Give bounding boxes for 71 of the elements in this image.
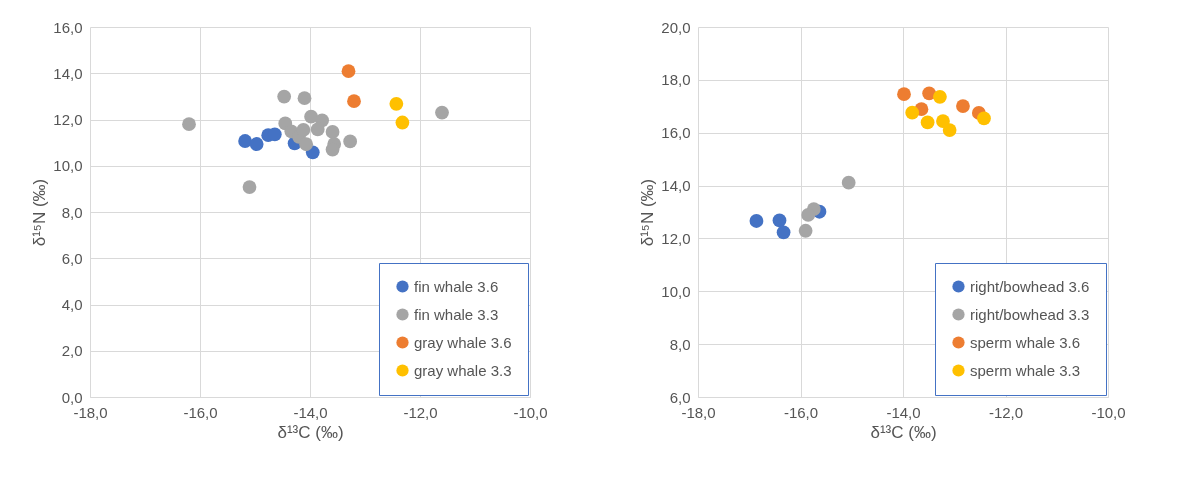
x-tick-label: -10,0 xyxy=(1091,403,1126,421)
legend-label: sperm whale 3.3 xyxy=(970,361,1081,379)
point xyxy=(749,214,764,228)
point xyxy=(242,180,257,194)
y-tick-label: 12,0 xyxy=(53,111,83,128)
point xyxy=(182,117,196,131)
y-axis-title: δ¹⁵N (‰) xyxy=(638,178,658,247)
x-tick-label: -18,0 xyxy=(681,403,716,421)
y-tick-label: 18,0 xyxy=(661,71,691,89)
y-tick-label: 16,0 xyxy=(53,18,83,36)
y-tick-label: 6,0 xyxy=(61,249,83,267)
x-axis-title: δ¹³C (‰) xyxy=(870,422,937,442)
point xyxy=(389,96,404,111)
y-tick-label: 20,0 xyxy=(661,18,691,36)
x-tick-label: -12,0 xyxy=(403,403,438,421)
y-tick-label: 10,0 xyxy=(53,157,83,175)
y-tick-label: 14,0 xyxy=(53,64,83,82)
point xyxy=(310,122,325,137)
x-axis-title: δ¹³C (‰) xyxy=(277,422,344,442)
x-tick-label: -16,0 xyxy=(783,403,819,421)
point xyxy=(772,213,787,228)
point xyxy=(936,114,950,128)
point xyxy=(933,89,947,104)
point xyxy=(325,125,340,139)
point xyxy=(297,91,312,106)
point xyxy=(277,89,292,104)
point xyxy=(249,137,264,151)
y-tick-label: 0,0 xyxy=(61,388,83,406)
y-tick-label: 4,0 xyxy=(61,296,83,313)
point xyxy=(325,142,340,157)
x-tick-label: -10,0 xyxy=(513,403,548,421)
y-tick-label: 8,0 xyxy=(669,335,691,353)
point xyxy=(920,115,935,130)
legend-label: gray whale 3.3 xyxy=(414,361,512,379)
point xyxy=(304,109,318,124)
x-tick-label: -16,0 xyxy=(183,403,218,421)
y-tick-label: 8,0 xyxy=(61,203,83,221)
y-tick-label: 16,0 xyxy=(661,124,691,142)
x-tick-label: -14,0 xyxy=(886,403,921,421)
point xyxy=(776,225,791,240)
y-tick-label: 6,0 xyxy=(669,388,691,406)
point xyxy=(942,123,957,137)
point xyxy=(343,134,358,149)
point xyxy=(238,134,252,148)
legend-label: fin whale 3.3 xyxy=(414,305,499,323)
point xyxy=(977,111,991,126)
point xyxy=(798,223,813,238)
point xyxy=(296,123,311,137)
y-axis-title: δ¹⁵N (‰) xyxy=(30,178,50,247)
legend-label: right/bowhead 3.6 xyxy=(970,277,1090,295)
point xyxy=(395,115,410,130)
point xyxy=(841,175,856,190)
legend-label: sperm whale 3.6 xyxy=(970,333,1081,351)
point xyxy=(299,137,314,152)
point xyxy=(435,105,449,120)
y-tick-label: 12,0 xyxy=(661,229,691,247)
x-tick-label: -14,0 xyxy=(293,403,328,421)
point xyxy=(801,208,816,222)
legend-label: gray whale 3.6 xyxy=(414,333,512,351)
y-tick-label: 14,0 xyxy=(661,177,691,195)
point xyxy=(897,87,911,102)
x-tick-label: -12,0 xyxy=(988,403,1024,421)
legend-label: right/bowhead 3.3 xyxy=(970,305,1090,323)
point xyxy=(347,94,361,109)
x-tick-label: -18,0 xyxy=(73,403,108,421)
legend-label: fin whale 3.6 xyxy=(414,277,499,295)
point xyxy=(905,105,920,120)
y-tick-label: 10,0 xyxy=(661,282,691,300)
point xyxy=(341,64,356,79)
y-tick-label: 2,0 xyxy=(61,342,83,360)
point xyxy=(956,99,970,113)
